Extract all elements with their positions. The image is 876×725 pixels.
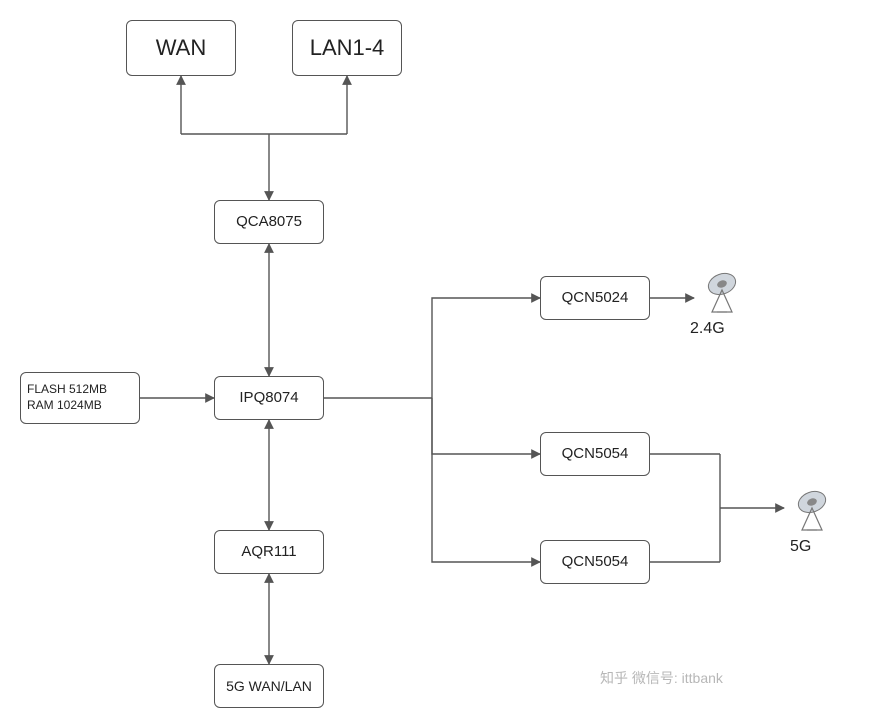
node-qcn5024: QCN5024 xyxy=(540,276,650,320)
edge-branch-5024 xyxy=(432,298,540,398)
antenna-5g-icon xyxy=(790,486,834,539)
node-qcn5054a: QCN5054 xyxy=(540,432,650,476)
node-qca8075: QCA8075 xyxy=(214,200,324,244)
node-lan: LAN1-4 xyxy=(292,20,402,76)
edge-branch-5054a xyxy=(432,398,540,454)
edges-layer xyxy=(0,0,876,725)
node-flashram: FLASH 512MB RAM 1024MB xyxy=(20,372,140,424)
node-wan: WAN xyxy=(126,20,236,76)
watermark-text: 知乎 微信号: ittbank xyxy=(600,668,723,688)
antenna-24g-icon xyxy=(700,268,744,321)
node-ipq8074: IPQ8074 xyxy=(214,376,324,420)
edge-branch-5054b xyxy=(432,398,540,562)
node-5gwanlan: 5G WAN/LAN xyxy=(214,664,324,708)
antenna-24g-label: 2.4G xyxy=(690,320,725,338)
node-qcn5054b: QCN5054 xyxy=(540,540,650,584)
antenna-5g-label: 5G xyxy=(790,538,811,556)
node-aqr111: AQR111 xyxy=(214,530,324,574)
